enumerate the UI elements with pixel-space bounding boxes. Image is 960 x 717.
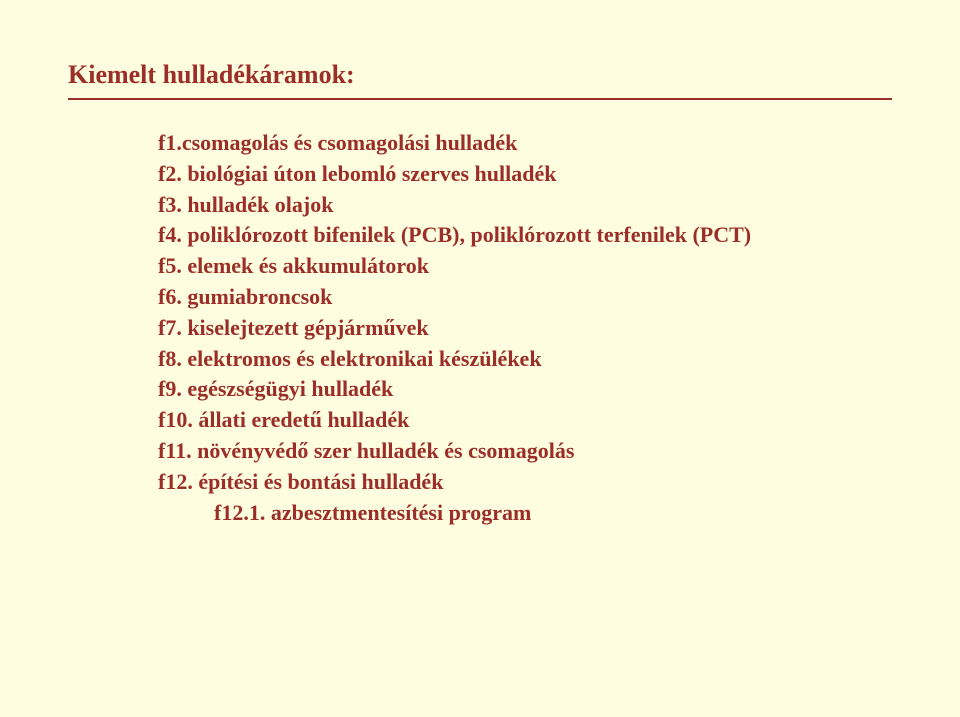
list-item-f3: f3. hulladék olajok [158, 190, 892, 221]
list-item-f7: f7. kiselejtezett gépjárművek [158, 313, 892, 344]
slide-title: Kiemelt hulladékáramok: [68, 60, 892, 96]
list-item-f11: f11. növényvédő szer hulladék és csomago… [158, 436, 892, 467]
list-item-f9: f9. egészségügyi hulladék [158, 374, 892, 405]
list-item-f1: f1.csomagolás és csomagolási hulladék [158, 128, 892, 159]
slide: Kiemelt hulladékáramok: f1.csomagolás és… [0, 0, 960, 717]
list-item-f5: f5. elemek és akkumulátorok [158, 251, 892, 282]
content-list: f1.csomagolás és csomagolási hulladék f2… [158, 128, 892, 528]
title-underline [68, 98, 892, 100]
list-item-f12-1: f12.1. azbesztmentesítési program [214, 498, 892, 529]
list-item-f4: f4. poliklórozott bifenilek (PCB), polik… [158, 220, 892, 251]
list-item-f8: f8. elektromos és elektronikai készüléke… [158, 344, 892, 375]
list-item-f10: f10. állati eredetű hulladék [158, 405, 892, 436]
list-item-f2: f2. biológiai úton lebomló szerves hulla… [158, 159, 892, 190]
list-item-f12: f12. építési és bontási hulladék [158, 467, 892, 498]
list-item-f6: f6. gumiabroncsok [158, 282, 892, 313]
